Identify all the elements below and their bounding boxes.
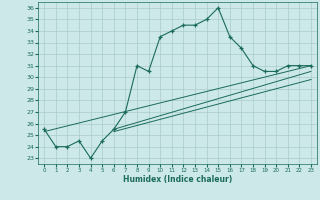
X-axis label: Humidex (Indice chaleur): Humidex (Indice chaleur) [123,175,232,184]
